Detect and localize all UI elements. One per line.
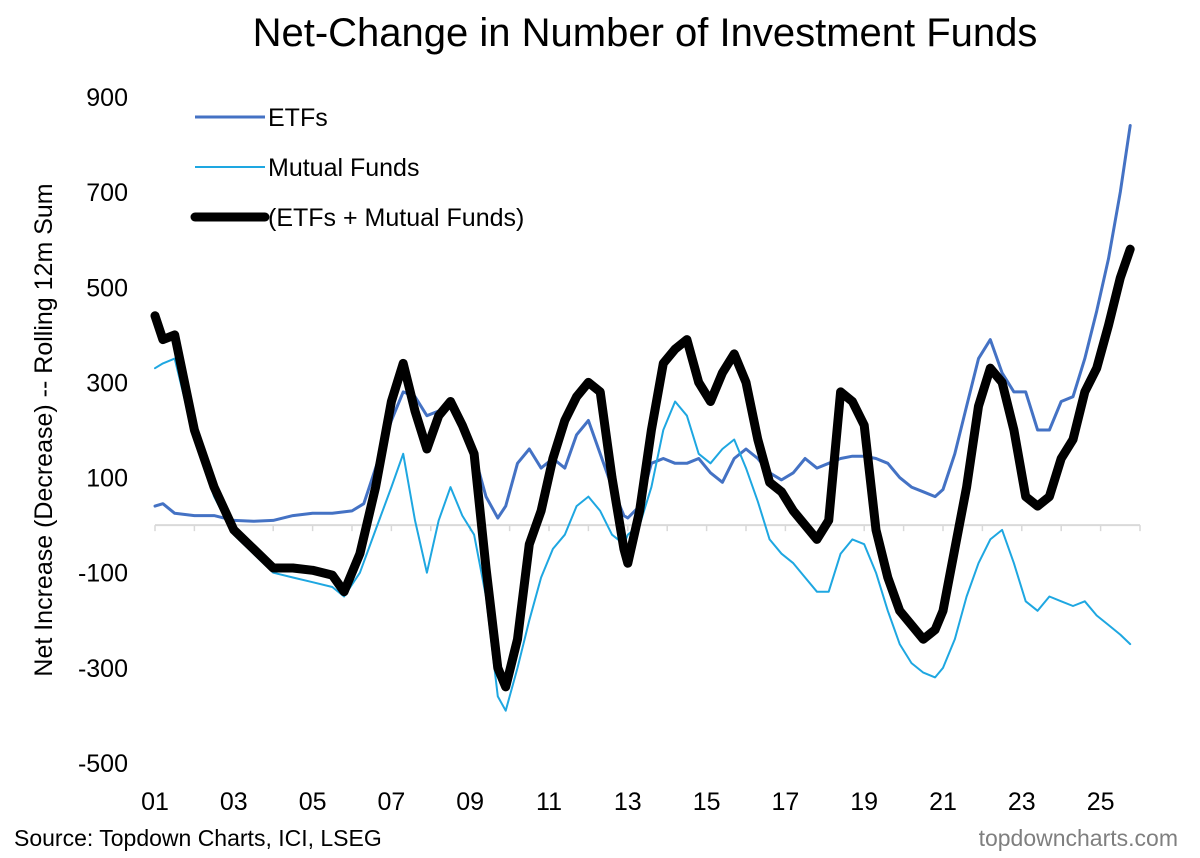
series-line-3 <box>150 244 1135 692</box>
brand-watermark: topdowncharts.com <box>979 825 1178 851</box>
x-tick-label: 07 <box>377 788 405 816</box>
x-tick-label: 17 <box>771 788 799 816</box>
zero-axis <box>154 524 1141 532</box>
y-tick-label: 500 <box>86 274 128 302</box>
x-tick-label: 13 <box>614 788 642 816</box>
y-tick-label: 900 <box>86 84 128 112</box>
source-note: Source: Topdown Charts, ICI, LSEG <box>14 825 382 851</box>
series-layer <box>150 124 1135 712</box>
y-tick-label: 100 <box>86 465 128 493</box>
x-tick-label: 21 <box>929 788 957 816</box>
x-tick-label: 03 <box>220 788 248 816</box>
x-axis-ticks: 01 03 05 07 09 11 13 15 17 19 21 23 25 <box>141 788 1114 816</box>
legend-label-3: (ETFs + Mutual Funds) <box>268 204 524 232</box>
chart-title: Net-Change in Number of Investment Funds <box>253 11 1038 55</box>
series-line-2 <box>154 357 1132 712</box>
y-axis-ticks: 900 700 500 300 100 -100 -300 -500 <box>78 84 128 778</box>
x-tick-label: 11 <box>536 788 562 816</box>
legend-label-2: Mutual Funds <box>268 154 419 182</box>
x-tick-label: 05 <box>299 788 327 816</box>
y-tick-label: -500 <box>78 750 128 778</box>
y-tick-label: 700 <box>86 179 128 207</box>
x-tick-label: 23 <box>1008 788 1036 816</box>
legend: ETFs Mutual Funds (ETFs + Mutual Funds) <box>190 104 524 232</box>
legend-label-1: ETFs <box>268 104 328 132</box>
y-tick-label: -100 <box>78 560 128 588</box>
x-tick-label: 15 <box>693 788 721 816</box>
x-tick-label: 19 <box>850 788 878 816</box>
x-tick-label: 09 <box>456 788 484 816</box>
x-tick-label: 25 <box>1087 788 1115 816</box>
x-tick-label: 01 <box>141 788 169 816</box>
y-axis-label: Net Increase (Decrease) -- Rolling 12m S… <box>30 183 58 676</box>
y-tick-label: 300 <box>86 369 128 397</box>
y-tick-label: -300 <box>78 655 128 683</box>
